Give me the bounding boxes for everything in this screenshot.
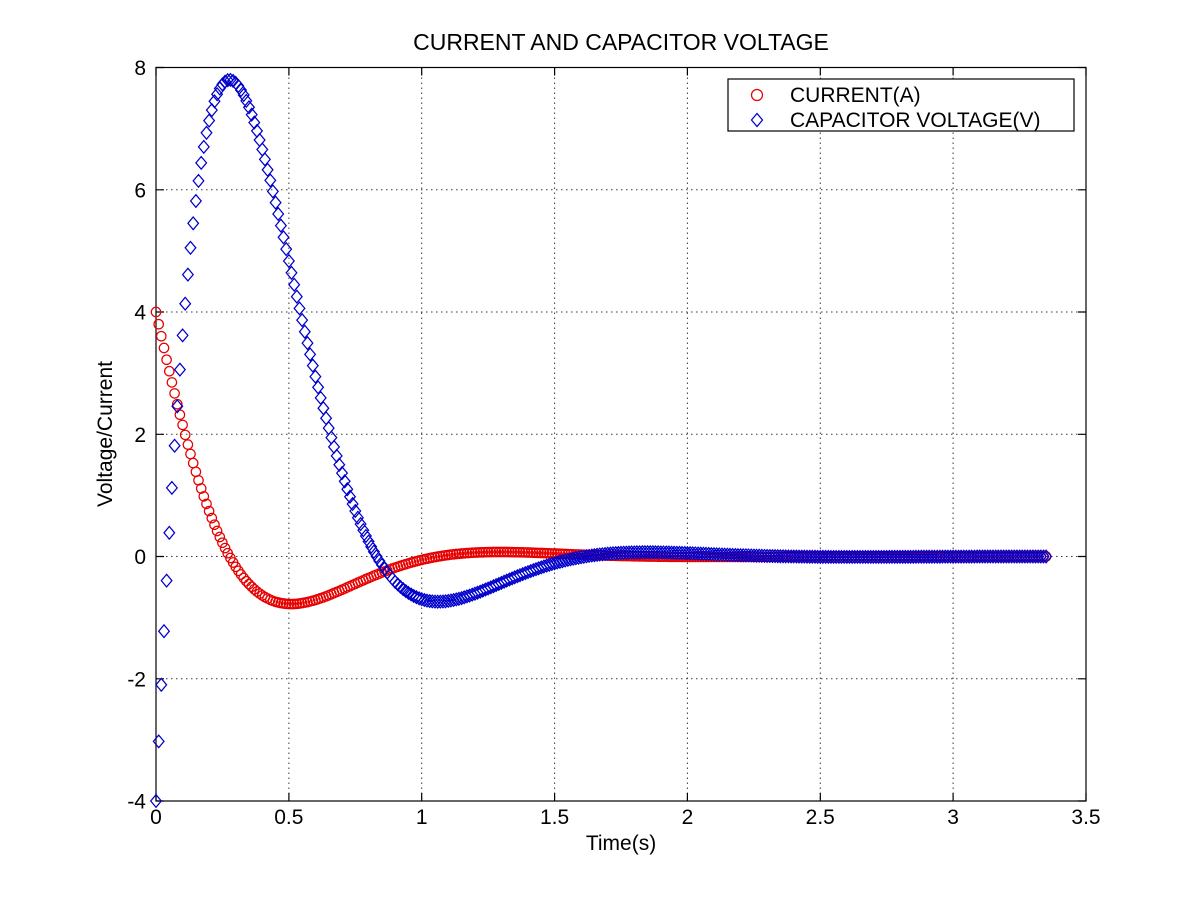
y-tick-labels: -4 -2 0 2 4 6 8 <box>127 57 146 814</box>
capacitor-voltage-series-markers <box>149 72 1053 809</box>
y-axis-label: Voltage/Current <box>94 361 117 507</box>
legend-box <box>727 78 1075 132</box>
legend-voltage-marker-icon <box>750 112 764 128</box>
x-tick-label: 0 <box>150 806 162 829</box>
x-axis-label: Time(s) <box>586 832 656 855</box>
y-tick-label: 6 <box>134 179 146 202</box>
y-tick-label: 0 <box>134 546 146 569</box>
x-tick-label: 3 <box>947 806 959 829</box>
y-tick-label: -4 <box>127 791 146 814</box>
legend-entry-current: CURRENT(A) <box>790 84 921 107</box>
x-tick-label: 1 <box>416 806 428 829</box>
x-tick-label: 2.5 <box>806 806 835 829</box>
x-tick-labels: 0 0.5 1 1.5 2 2.5 3 3.5 <box>150 806 1100 829</box>
x-tick-label: 3.5 <box>1071 806 1100 829</box>
x-tick-label: 0.5 <box>274 806 303 829</box>
x-tick-label: 1.5 <box>540 806 569 829</box>
y-tick-label: 4 <box>134 302 146 325</box>
legend: CURRENT(A) CAPACITOR VOLTAGE(V) <box>727 78 1075 132</box>
legend-entry-voltage: CAPACITOR VOLTAGE(V) <box>790 109 1040 132</box>
axes-box <box>155 66 1087 802</box>
y-tick-label: 2 <box>134 424 146 447</box>
x-tick-label: 2 <box>682 806 694 829</box>
y-tick-label: 8 <box>134 57 146 80</box>
legend-current-marker-icon <box>750 88 764 102</box>
y-tick-label: -2 <box>127 668 146 691</box>
chart-title: CURRENT AND CAPACITOR VOLTAGE <box>413 29 829 55</box>
